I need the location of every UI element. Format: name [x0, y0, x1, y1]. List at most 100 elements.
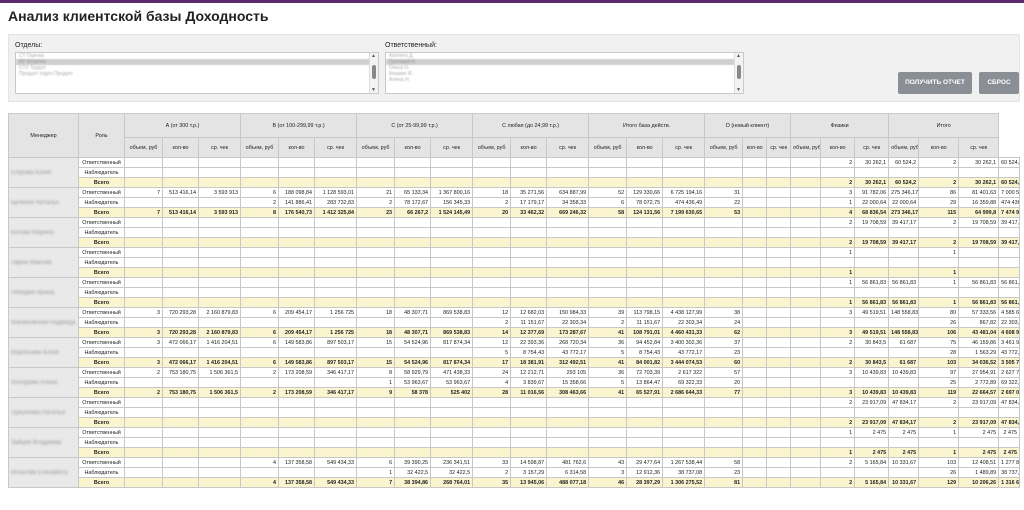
data-cell: [278, 417, 316, 428]
list-option[interactable]: СТ Оценка: [19, 53, 45, 59]
data-cell: 43 772,17: [546, 347, 590, 358]
list-option[interactable]: Григорий Н.: [386, 59, 743, 65]
col-header-manager: Менеджер: [8, 113, 79, 158]
data-cell: [394, 417, 432, 428]
data-cell: [240, 227, 280, 238]
data-cell: [472, 287, 512, 298]
data-cell: 669 246,32: [546, 207, 590, 218]
data-cell: 173 287,67: [546, 327, 590, 338]
data-cell: [278, 407, 316, 418]
data-cell: 513 416,14: [162, 207, 199, 218]
data-cell: 488 077,18: [546, 477, 590, 488]
data-cell: [766, 377, 792, 388]
data-cell: [240, 287, 280, 298]
data-cell: [790, 187, 822, 198]
data-cell: 27 954,91: [958, 367, 1000, 378]
data-cell: [430, 257, 474, 268]
data-cell: [820, 437, 856, 448]
data-cell: 897 503,17: [314, 337, 358, 348]
responsible-listbox[interactable]: Коллега Д. Григорий Н. Ольга О. Кошкин И. Ал…: [385, 52, 744, 94]
data-cell: 97: [918, 367, 960, 378]
data-cell: [958, 267, 1000, 278]
data-cell: 2 160 879,83: [197, 327, 242, 338]
role-label: Наблюдатель: [78, 257, 125, 268]
table-row: Всего 2 23 917,09 47 834,17 2 23 917,09 47 834…: [9, 417, 1020, 428]
data-cell: 48 307,71: [394, 327, 432, 338]
data-cell: 2: [820, 217, 856, 228]
data-cell: 3: [820, 367, 856, 378]
data-cell: [472, 217, 512, 228]
data-cell: 2 686 644,33: [662, 387, 706, 398]
data-cell: [356, 157, 396, 168]
filter-panel: Отделы: СТ Оценка ВР Вторчер СТУ Трудот Про…: [8, 34, 1020, 102]
data-cell: [278, 427, 316, 438]
data-cell: [704, 277, 744, 288]
list-option[interactable]: Коллега Д.: [389, 53, 414, 59]
data-cell: [626, 267, 664, 278]
data-cell: [314, 417, 358, 428]
data-cell: [394, 427, 432, 438]
data-cell: 156 345,33: [430, 197, 474, 208]
data-cell: 19 708,59: [854, 217, 890, 228]
data-cell: [820, 257, 856, 268]
data-cell: [790, 167, 822, 178]
data-cell: [742, 437, 768, 448]
role-label: Наблюдатель: [78, 467, 125, 478]
data-cell: 46 159,86: [958, 337, 1000, 348]
data-cell: 471 438,33: [430, 367, 474, 378]
data-cell: [278, 397, 316, 408]
data-cell: 39 417,17: [888, 237, 920, 248]
data-cell: 69 322,33: [662, 377, 706, 388]
responsible-scrollbar[interactable]: ▲ ▼: [734, 53, 743, 93]
data-cell: 2 475: [854, 427, 890, 438]
table-row: Наблюдатель: [9, 287, 1020, 298]
manager-cell: Лебедев Ирина: [8, 277, 79, 308]
data-cell: 1 316 607,19: [998, 477, 1020, 488]
role-label: Наблюдатель: [78, 377, 125, 388]
departments-scrollbar[interactable]: ▲ ▼: [369, 53, 378, 93]
data-cell: 3 593 913: [197, 187, 242, 198]
data-cell: [742, 467, 768, 478]
data-cell: [766, 237, 792, 248]
list-option[interactable]: Кошкин И.: [389, 71, 413, 77]
list-option[interactable]: Ольга О.: [389, 65, 410, 71]
list-option[interactable]: Алена Н.: [389, 77, 410, 83]
data-cell: [766, 457, 792, 468]
data-cell: 549 434,33: [314, 477, 358, 488]
data-cell: 13 864,47: [626, 377, 664, 388]
departments-listbox[interactable]: СТ Оценка ВР Вторчер СТУ Трудот Продукт отд…: [15, 52, 379, 94]
manager-cell: Егорова Юлия: [8, 157, 79, 188]
data-cell: [742, 447, 768, 458]
list-option[interactable]: ВР Вторчер: [16, 59, 378, 65]
get-report-button[interactable]: ПОЛУЧИТЬ ОТЧЕТ: [898, 72, 972, 94]
list-option[interactable]: Продукт отдел Продукт: [19, 71, 74, 77]
data-cell: 2 475: [998, 447, 1020, 458]
data-cell: [626, 157, 664, 168]
data-cell: [162, 427, 199, 438]
data-cell: [790, 197, 822, 208]
sub-header: ср. чек: [766, 137, 792, 158]
data-cell: 19 708,59: [854, 237, 890, 248]
table-row: Всего 2 19 708,59 39 417,17 2 19 708,59 39 417…: [9, 237, 1020, 248]
role-label: Всего: [78, 207, 125, 218]
data-cell: 54 524,96: [394, 357, 432, 368]
data-cell: [278, 377, 316, 388]
data-cell: 28: [472, 387, 512, 398]
data-cell: [790, 307, 822, 318]
data-cell: 38 737,08: [662, 467, 706, 478]
data-cell: [430, 247, 474, 258]
list-option[interactable]: СТУ Трудот: [19, 65, 46, 71]
data-cell: [314, 237, 358, 248]
data-cell: [278, 317, 316, 328]
reset-button[interactable]: СБРОС: [979, 72, 1019, 94]
data-cell: [356, 237, 396, 248]
data-cell: [278, 167, 316, 178]
data-cell: [958, 407, 1000, 418]
data-cell: [546, 177, 590, 188]
data-cell: 129 330,66: [626, 187, 664, 198]
data-cell: 2: [820, 457, 856, 468]
sub-header: кол-во: [394, 137, 432, 158]
data-cell: 86: [918, 187, 960, 198]
data-cell: [662, 247, 706, 258]
